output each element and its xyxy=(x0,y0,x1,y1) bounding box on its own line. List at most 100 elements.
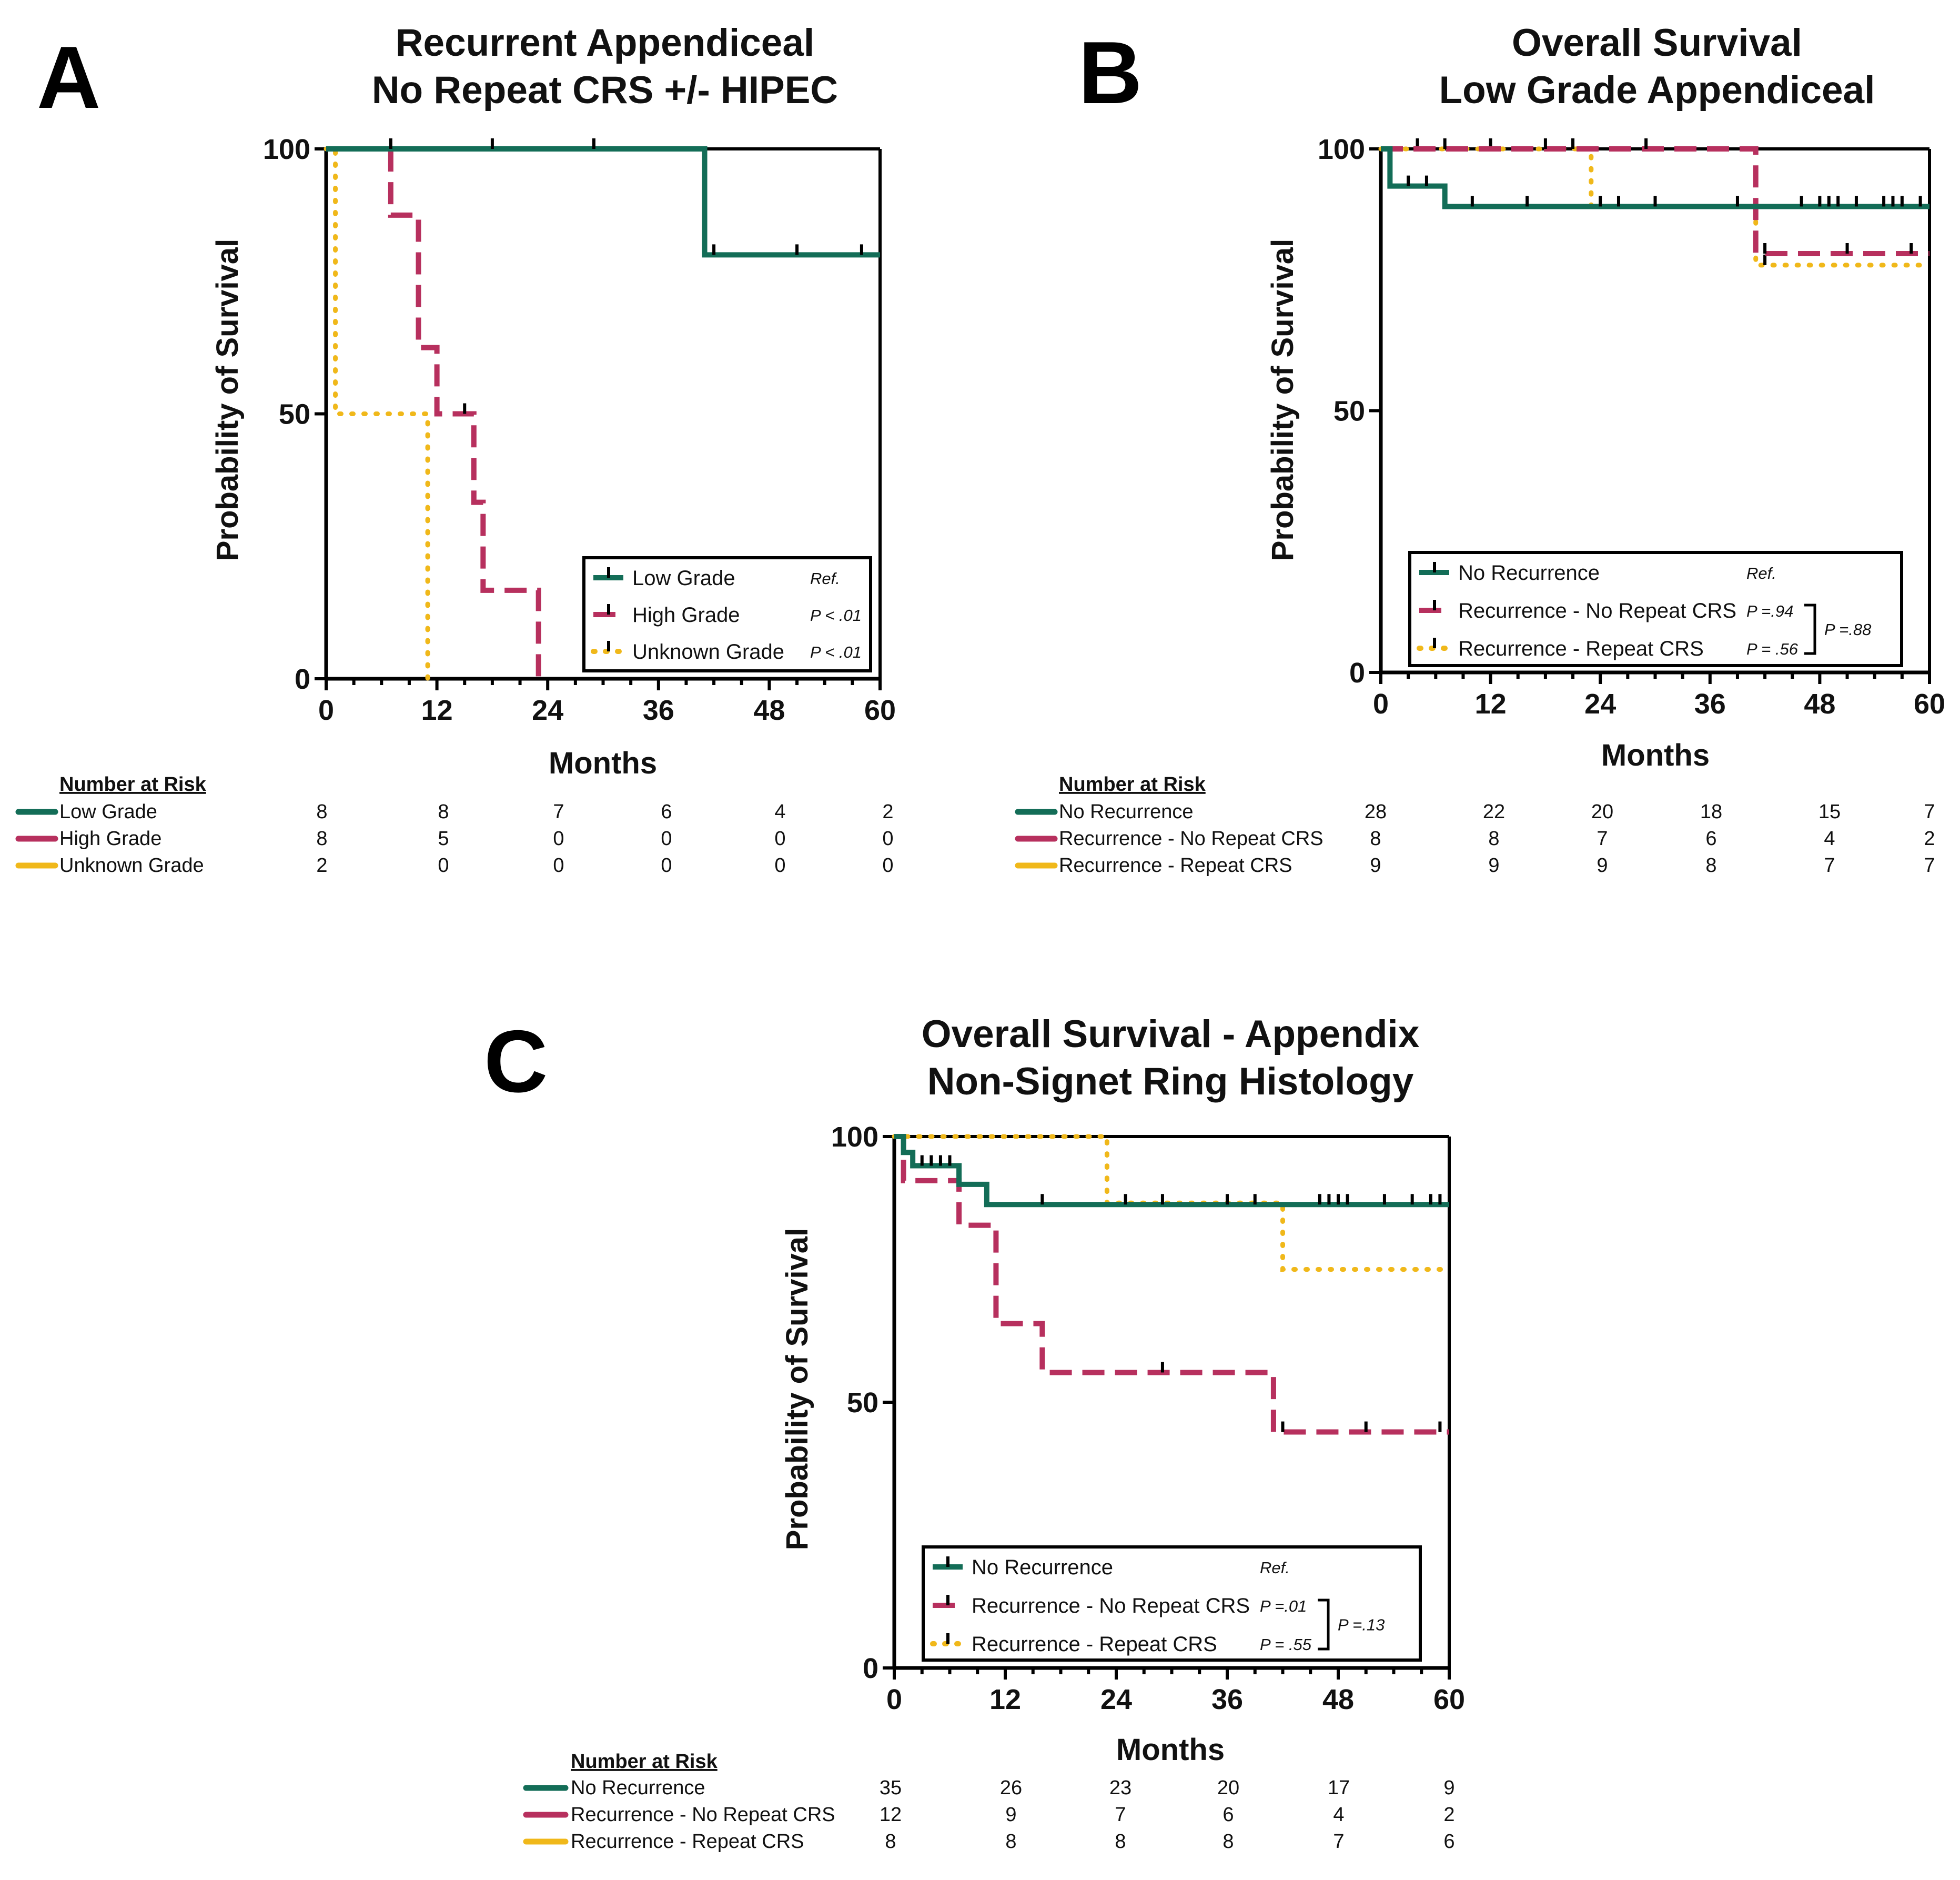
legend-label: Recurrence - No Repeat CRS xyxy=(972,1594,1250,1617)
legend-label: Unknown Grade xyxy=(632,640,784,663)
y-tick-label: 0 xyxy=(1349,657,1365,689)
x-tick-label: 36 xyxy=(1211,1684,1243,1715)
risk-count: 9 xyxy=(1443,1777,1454,1799)
risk-count: 26 xyxy=(1000,1777,1022,1799)
risk-count: 6 xyxy=(1223,1804,1234,1826)
chart-title-line-1: Recurrent Appendiceal xyxy=(396,22,814,64)
risk-count: 23 xyxy=(1109,1777,1131,1799)
y-tick-label: 100 xyxy=(1318,134,1365,165)
y-axis-label: Probability of Survival xyxy=(210,239,245,561)
risk-count: 7 xyxy=(1924,801,1935,823)
panel-a: A Recurrent Appendiceal No Repeat CRS +/… xyxy=(15,22,896,877)
legend-p-value: P < .01 xyxy=(810,606,862,625)
x-tick-label: 60 xyxy=(864,695,896,726)
risk-row-label: Recurrence - Repeat CRS xyxy=(571,1831,804,1853)
legend: No Recurrence Ref. Recurrence - No Repeat … xyxy=(1408,551,1903,667)
risk-count: 8 xyxy=(316,828,327,850)
x-tick-label: 24 xyxy=(532,695,563,726)
risk-count: 22 xyxy=(1483,801,1505,823)
risk-count: 4 xyxy=(1333,1804,1344,1826)
legend-label: No Recurrence xyxy=(972,1556,1113,1579)
risk-count: 6 xyxy=(1705,828,1716,850)
legend-bracket xyxy=(1804,604,1816,655)
x-tick-label: 0 xyxy=(886,1684,902,1715)
legend-p-value: Ref. xyxy=(1260,1559,1290,1577)
risk-count: 18 xyxy=(1700,801,1722,823)
risk-count: 5 xyxy=(438,828,449,850)
legend-label: Recurrence - Repeat CRS xyxy=(972,1633,1217,1656)
plot-area: 0 12 24 36 48 60 0 50 100 xyxy=(263,134,896,726)
risk-count: 12 xyxy=(880,1804,902,1826)
chart-title-line-2: Non-Signet Ring Histology xyxy=(927,1060,1414,1103)
panel-letter-c: C xyxy=(484,1012,548,1111)
risk-count: 7 xyxy=(553,801,564,823)
risk-count: 20 xyxy=(1217,1777,1239,1799)
risk-count: 0 xyxy=(882,828,893,850)
x-tick-label: 24 xyxy=(1100,1684,1132,1715)
legend-label: Recurrence - Repeat CRS xyxy=(1458,637,1704,660)
risk-count: 8 xyxy=(1005,1831,1016,1853)
km-curve-recurrence-no-repeat-crs xyxy=(894,1134,1449,1435)
risk-count: 8 xyxy=(1488,828,1499,850)
y-tick-label: 50 xyxy=(847,1387,878,1419)
legend-bracket xyxy=(1318,1598,1330,1651)
legend-p-value: Ref. xyxy=(1746,564,1776,582)
risk-table-title: Number at Risk xyxy=(1059,773,1206,796)
legend-label: Recurrence - No Repeat CRS xyxy=(1458,599,1736,622)
risk-count: 35 xyxy=(880,1777,902,1799)
y-tick-label: 0 xyxy=(295,663,310,695)
risk-count: 0 xyxy=(882,854,893,877)
risk-table: Number at Risk Low Grade 8 8 7 6 4 2 High Grade 8… xyxy=(15,773,894,877)
risk-count: 20 xyxy=(1591,801,1613,823)
risk-count: 15 xyxy=(1818,801,1841,823)
legend: No Recurrence Ref. Recurrence - No Repeat … xyxy=(922,1545,1422,1662)
risk-count: 8 xyxy=(1223,1831,1234,1853)
x-tick-label: 48 xyxy=(1322,1684,1354,1715)
x-axis-label: Months xyxy=(1601,738,1710,772)
risk-count: 7 xyxy=(1333,1831,1344,1853)
legend: Low Grade Ref. High Grade P < .01 Unknown Gr… xyxy=(582,556,872,672)
x-tick-label: 36 xyxy=(1694,688,1726,720)
x-tick-label: 60 xyxy=(1914,688,1945,720)
risk-count: 8 xyxy=(1115,1831,1126,1853)
risk-count: 0 xyxy=(553,828,564,850)
x-tick-label: 12 xyxy=(421,695,453,726)
panel-letter-b: B xyxy=(1078,23,1142,122)
legend-p-value: Ref. xyxy=(810,569,840,588)
risk-count: 7 xyxy=(1824,854,1835,877)
risk-count: 8 xyxy=(1705,854,1716,877)
risk-table-title: Number at Risk xyxy=(59,773,207,796)
y-tick-label: 50 xyxy=(279,399,310,430)
x-tick-label: 0 xyxy=(1373,688,1389,720)
legend-box xyxy=(582,556,872,672)
plot-area: 0 12 24 36 48 60 0 50 100 xyxy=(831,1121,1465,1715)
km-curve-low-grade xyxy=(326,146,880,258)
x-tick-label: 48 xyxy=(753,695,785,726)
x-tick-label: 36 xyxy=(643,695,674,726)
x-tick-label: 0 xyxy=(318,695,334,726)
risk-count: 4 xyxy=(774,801,785,823)
risk-count: 9 xyxy=(1005,1804,1016,1826)
legend-p-value: P = .56 xyxy=(1746,640,1799,658)
risk-count: 8 xyxy=(1370,828,1381,850)
plot-area: 0 12 24 36 48 60 0 50 100 xyxy=(1318,134,1945,720)
risk-row-label: No Recurrence xyxy=(571,1777,705,1799)
risk-count: 2 xyxy=(1924,828,1935,850)
risk-count: 0 xyxy=(661,854,672,877)
legend-p-value: P =.01 xyxy=(1260,1597,1307,1615)
risk-count: 8 xyxy=(885,1831,896,1853)
x-tick-label: 12 xyxy=(1475,688,1507,720)
legend-label: Low Grade xyxy=(632,567,735,590)
risk-count: 0 xyxy=(438,854,449,877)
km-curve-recurrence-no-repeat-crs xyxy=(1381,146,1929,256)
risk-count: 9 xyxy=(1370,854,1381,877)
legend-box xyxy=(1408,551,1903,667)
risk-count: 0 xyxy=(774,854,785,877)
risk-row-label: Recurrence - Repeat CRS xyxy=(1059,854,1292,877)
y-tick-label: 0 xyxy=(863,1653,878,1684)
risk-count: 6 xyxy=(661,801,672,823)
risk-count: 6 xyxy=(1443,1831,1454,1853)
km-curve-unknown-grade xyxy=(324,146,430,681)
risk-row-label: Recurrence - No Repeat CRS xyxy=(1059,828,1323,850)
km-curve-high-grade xyxy=(326,146,541,679)
